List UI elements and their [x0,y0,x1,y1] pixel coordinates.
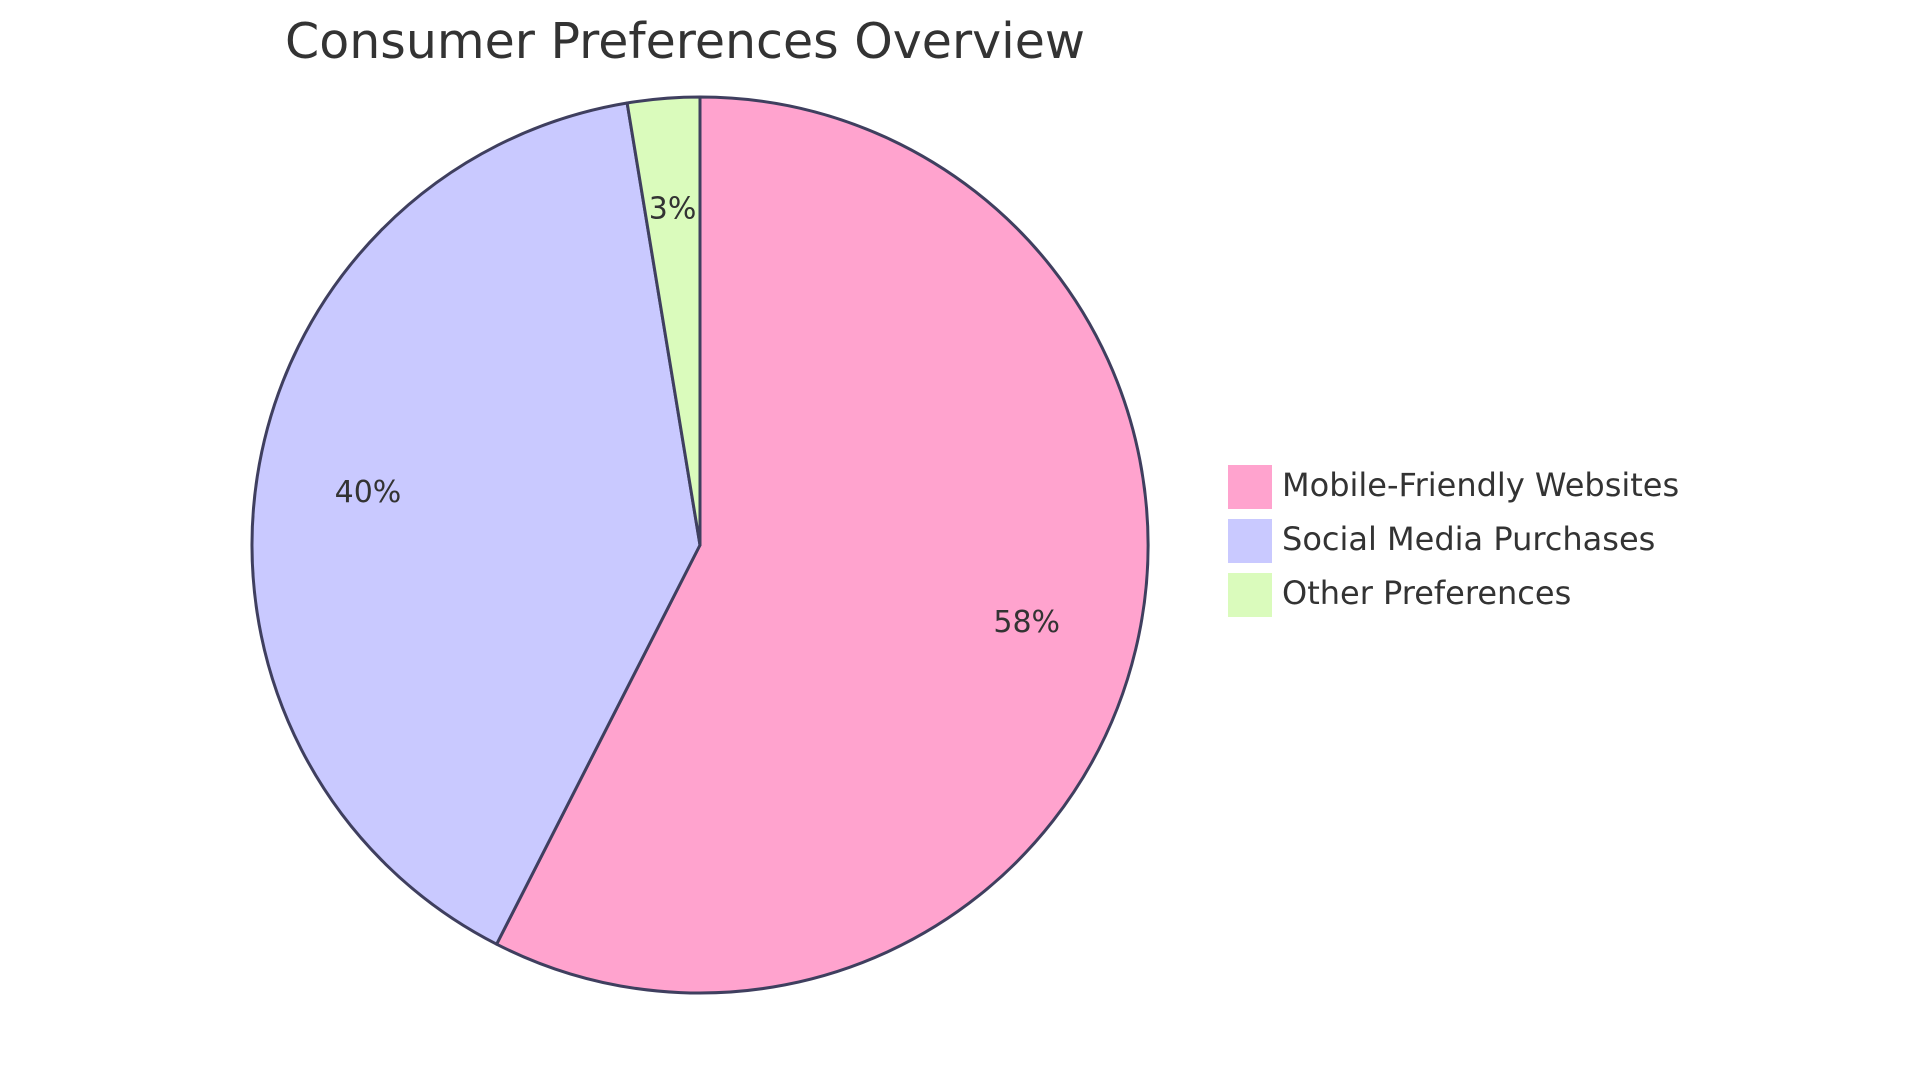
legend-label: Mobile-Friendly Websites [1282,466,1679,504]
legend-item-mobile-friendly-websites: Mobile-Friendly Websites [1228,465,1679,509]
legend-swatch [1228,465,1272,509]
legend-swatch [1228,573,1272,617]
slice-label-social-media-purchases: 40% [335,475,402,510]
legend-item-other-preferences: Other Preferences [1228,573,1571,617]
legend: Mobile-Friendly Websites Social Media Pur… [1228,465,1679,617]
slice-label-mobile-friendly-websites: 58% [993,605,1060,640]
legend-label: Social Media Purchases [1282,520,1655,558]
pie-slice-labels: 58% 40% 3% [335,192,1060,640]
chart-title: Consumer Preferences Overview [285,13,1085,70]
legend-swatch [1228,519,1272,563]
legend-label: Other Preferences [1282,574,1571,612]
pie-slice-mobile-friendly-websites [495,95,1150,995]
pie-slice-social-media-purchases [250,101,702,946]
slice-label-other-preferences: 3% [649,192,697,227]
pie-slices [250,95,1150,995]
legend-item-social-media-purchases: Social Media Purchases [1228,519,1655,563]
pie-slice-other-preferences [625,95,702,547]
